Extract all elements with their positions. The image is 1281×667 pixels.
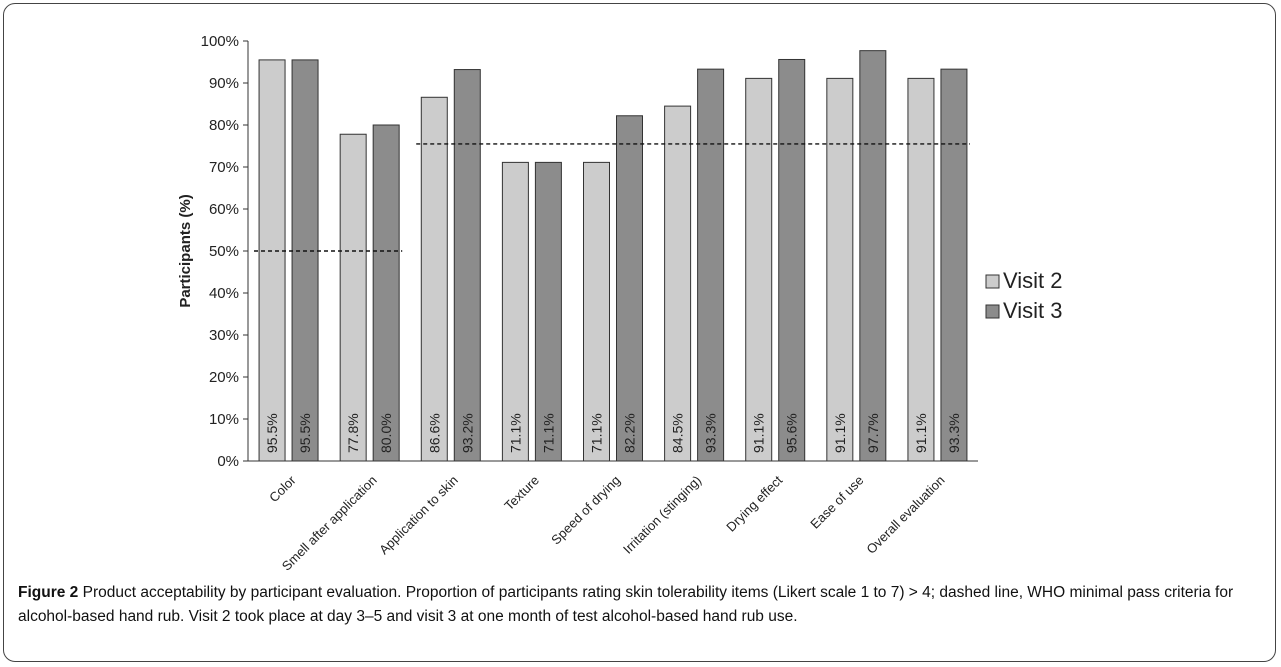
x-tick-label: Application to skin bbox=[376, 473, 461, 558]
bar-visit-2 bbox=[501, 161, 529, 462]
data-label: 71.1% bbox=[507, 413, 523, 453]
bar-visit-2 bbox=[420, 96, 448, 462]
data-label: 91.1% bbox=[751, 413, 767, 453]
bar-visit-2 bbox=[826, 77, 854, 462]
data-label: 95.5% bbox=[297, 413, 313, 453]
bar-visit-2 bbox=[664, 105, 692, 462]
legend-label-visit-3: Visit 3 bbox=[1003, 298, 1063, 323]
figure-caption: Figure 2 Product acceptability by partic… bbox=[18, 581, 1268, 629]
bar-visit-3 bbox=[453, 69, 481, 462]
bar-visit-3 bbox=[697, 68, 725, 462]
data-label: 97.7% bbox=[865, 413, 881, 453]
data-label: 93.2% bbox=[459, 413, 475, 453]
data-label: 95.6% bbox=[784, 413, 800, 453]
y-tick-label: 100% bbox=[201, 33, 239, 50]
y-tick-label: 80% bbox=[209, 117, 239, 134]
x-tick-label: Overall evaluation bbox=[863, 473, 947, 557]
y-tick-label: 30% bbox=[209, 327, 239, 344]
data-label: 91.1% bbox=[832, 413, 848, 453]
bar-visit-3 bbox=[291, 59, 319, 462]
bar-visit-2 bbox=[907, 77, 935, 462]
caption-text: Product acceptability by participant eva… bbox=[18, 584, 1234, 625]
bar-visit-3 bbox=[616, 115, 643, 462]
x-tick-label: Ease of use bbox=[807, 473, 866, 532]
data-label: 71.1% bbox=[540, 413, 556, 453]
y-tick-label: 90% bbox=[209, 75, 239, 92]
data-label: 91.1% bbox=[913, 413, 929, 453]
legend-swatch-visit-3 bbox=[985, 304, 1000, 319]
data-label: 77.8% bbox=[345, 413, 361, 453]
y-tick-label: 10% bbox=[209, 411, 239, 428]
bar-visit-3 bbox=[940, 68, 968, 462]
bar-visit-2 bbox=[583, 161, 610, 462]
bar-visit-2 bbox=[339, 133, 367, 462]
y-tick-label: 70% bbox=[209, 159, 239, 176]
x-tick-label: Color bbox=[266, 472, 299, 505]
y-axis-label: Participants (%) bbox=[177, 194, 194, 307]
caption-label: Figure 2 bbox=[18, 584, 79, 601]
x-tick-label: Speed of drying bbox=[548, 473, 623, 548]
legend-swatch-visit-2 bbox=[985, 274, 1000, 289]
y-tick-label: 20% bbox=[209, 369, 239, 386]
bar-visit-2 bbox=[258, 59, 286, 462]
y-tick-label: 40% bbox=[209, 285, 239, 302]
bar-visit-3 bbox=[859, 50, 887, 462]
bar-visit-3 bbox=[778, 58, 806, 462]
y-tick-label: 60% bbox=[209, 201, 239, 218]
x-tick-label: Irritation (stinging) bbox=[620, 473, 704, 557]
y-tick-label: 50% bbox=[209, 243, 239, 260]
bar-visit-3 bbox=[372, 124, 400, 462]
legend-label-visit-2: Visit 2 bbox=[1003, 268, 1063, 293]
y-tick-label: 0% bbox=[217, 453, 239, 470]
data-label: 84.5% bbox=[670, 413, 686, 453]
data-label: 71.1% bbox=[589, 413, 605, 453]
bar-chart: 0% 10% 20% 30% 40% 50% 60% 70% 80% 90% 100% Partici… bbox=[177, 33, 1063, 574]
x-tick-label: Texture bbox=[501, 473, 542, 514]
data-label: 86.6% bbox=[426, 413, 442, 453]
data-label: 95.5% bbox=[264, 413, 280, 453]
data-label: 80.0% bbox=[378, 413, 394, 453]
bar-visit-2 bbox=[745, 77, 773, 462]
x-tick-label: Drying effect bbox=[723, 472, 785, 534]
bar-visit-3 bbox=[534, 161, 562, 462]
data-label: 93.3% bbox=[703, 413, 719, 453]
data-label: 93.3% bbox=[946, 413, 962, 453]
data-label: 82.2% bbox=[622, 413, 638, 453]
